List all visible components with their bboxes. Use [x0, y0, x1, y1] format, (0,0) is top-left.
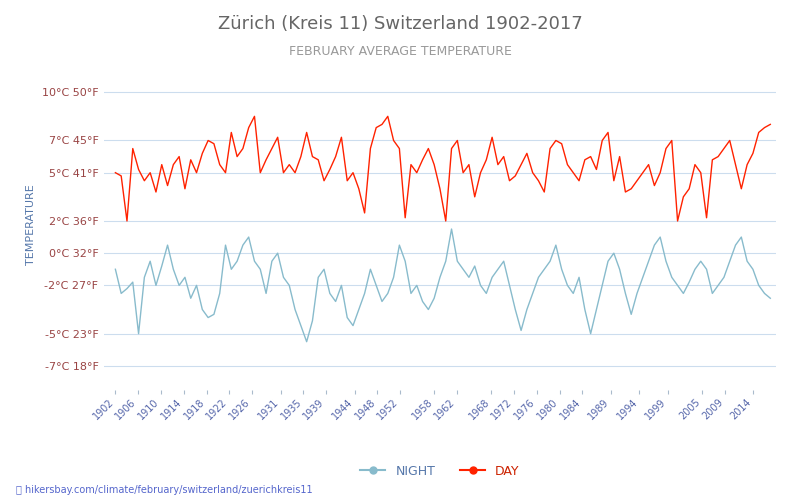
Text: 🔶 hikersbay.com/climate/february/switzerland/zuerichkreis11: 🔶 hikersbay.com/climate/february/switzer…	[16, 485, 313, 495]
Text: Zürich (Kreis 11) Switzerland 1902-2017: Zürich (Kreis 11) Switzerland 1902-2017	[218, 15, 582, 33]
Text: FEBRUARY AVERAGE TEMPERATURE: FEBRUARY AVERAGE TEMPERATURE	[289, 45, 511, 58]
Y-axis label: TEMPERATURE: TEMPERATURE	[26, 184, 36, 266]
Legend: NIGHT, DAY: NIGHT, DAY	[355, 460, 525, 483]
